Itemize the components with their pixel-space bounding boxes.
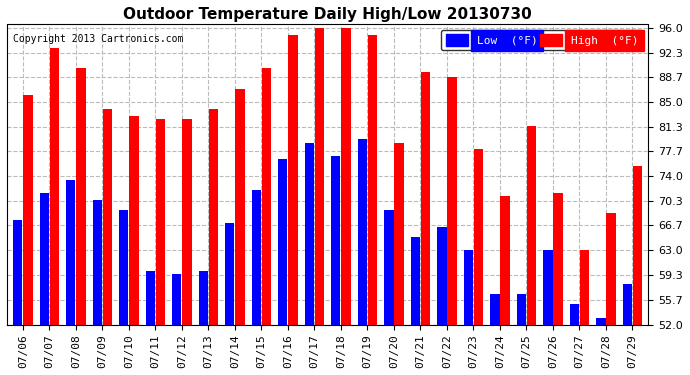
Bar <box>500 196 510 375</box>
Bar <box>553 193 562 375</box>
Bar <box>526 126 536 375</box>
Bar <box>570 304 579 375</box>
Bar <box>580 251 589 375</box>
Bar <box>368 34 377 375</box>
Bar <box>156 119 165 375</box>
Bar <box>235 88 244 375</box>
Bar <box>119 210 128 375</box>
Bar <box>447 77 457 375</box>
Bar <box>40 193 49 375</box>
Bar <box>305 142 314 375</box>
Bar <box>384 210 393 375</box>
Bar <box>103 109 112 375</box>
Bar <box>66 180 75 375</box>
Bar <box>225 224 235 375</box>
Bar <box>315 28 324 375</box>
Bar <box>490 294 500 375</box>
Bar <box>13 220 23 375</box>
Bar <box>23 95 32 375</box>
Bar <box>342 28 351 375</box>
Text: Copyright 2013 Cartronics.com: Copyright 2013 Cartronics.com <box>13 33 184 44</box>
Legend: Low  (°F), High  (°F): Low (°F), High (°F) <box>441 30 643 50</box>
Bar <box>262 68 271 375</box>
Bar <box>437 227 446 375</box>
Bar <box>474 149 483 375</box>
Bar <box>464 251 473 375</box>
Bar <box>357 139 367 375</box>
Bar <box>394 142 404 375</box>
Bar <box>172 274 181 375</box>
Bar <box>209 109 218 375</box>
Bar <box>543 251 553 375</box>
Bar <box>607 213 615 375</box>
Bar <box>252 190 261 375</box>
Bar <box>92 200 102 375</box>
Bar <box>633 166 642 375</box>
Bar <box>50 48 59 375</box>
Bar <box>288 34 297 375</box>
Bar <box>596 318 606 375</box>
Bar <box>77 68 86 375</box>
Title: Outdoor Temperature Daily High/Low 20130730: Outdoor Temperature Daily High/Low 20130… <box>124 7 532 22</box>
Bar <box>199 271 208 375</box>
Bar <box>146 271 155 375</box>
Bar <box>421 72 430 375</box>
Bar <box>182 119 192 375</box>
Bar <box>129 116 139 375</box>
Bar <box>623 284 632 375</box>
Bar <box>278 159 288 375</box>
Bar <box>331 156 340 375</box>
Bar <box>411 237 420 375</box>
Bar <box>517 294 526 375</box>
